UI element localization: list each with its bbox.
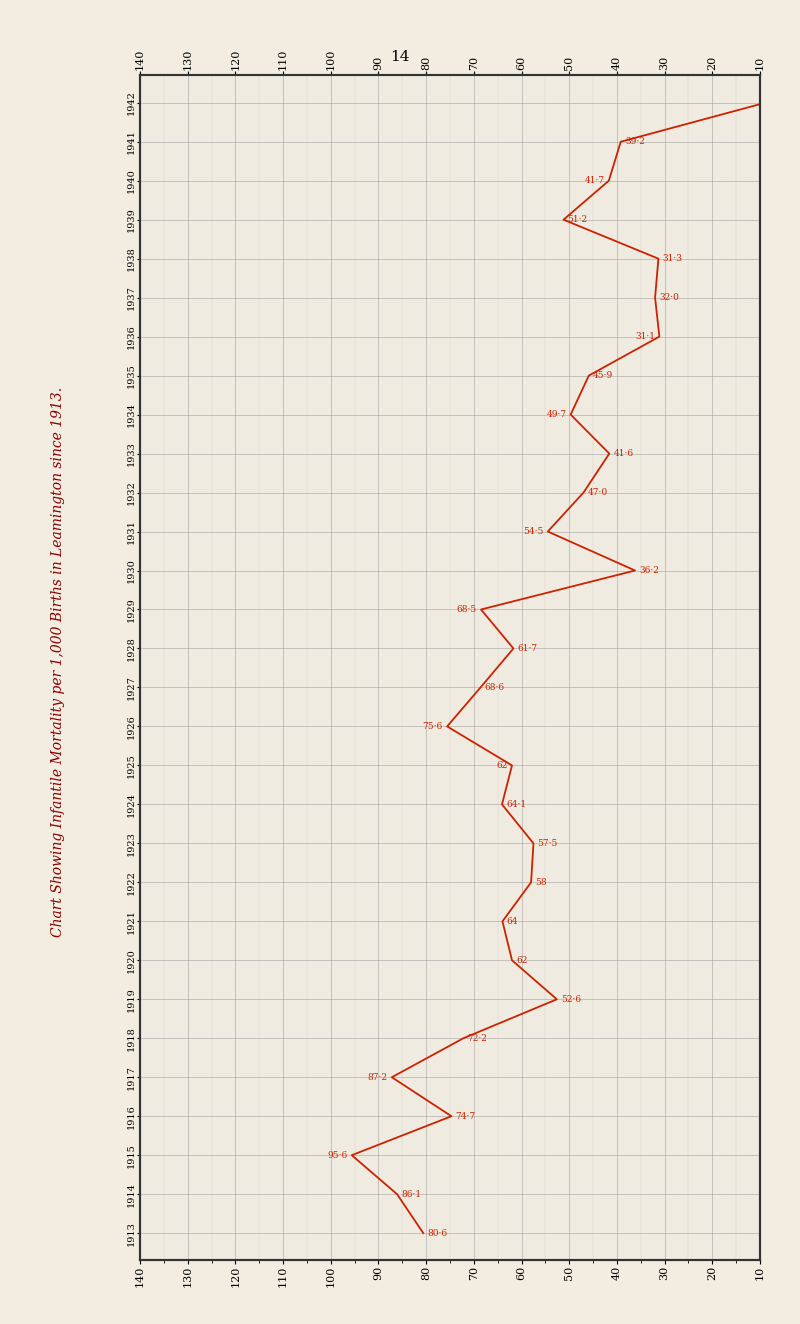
Text: 51·2: 51·2 — [568, 216, 588, 224]
Text: 64·1: 64·1 — [506, 800, 526, 809]
Text: 31·1: 31·1 — [635, 332, 655, 342]
Text: 47·0: 47·0 — [588, 489, 608, 496]
Text: 32·0: 32·0 — [659, 293, 679, 302]
Text: 68·6: 68·6 — [485, 683, 505, 692]
Text: 52·6: 52·6 — [561, 994, 581, 1004]
Text: 41·6: 41·6 — [614, 449, 634, 458]
Text: 95·6: 95·6 — [327, 1151, 347, 1160]
Text: 54·5: 54·5 — [523, 527, 544, 536]
Text: 31·3: 31·3 — [662, 254, 682, 263]
Text: 14: 14 — [390, 50, 410, 65]
Text: 58: 58 — [535, 878, 547, 887]
Text: 87·2: 87·2 — [368, 1072, 388, 1082]
Text: 86·1: 86·1 — [402, 1190, 422, 1198]
Text: 41·7: 41·7 — [585, 176, 605, 185]
Text: 64: 64 — [506, 916, 518, 925]
Text: 62: 62 — [497, 761, 508, 771]
Text: 72·2: 72·2 — [467, 1034, 487, 1043]
Text: 62: 62 — [516, 956, 527, 965]
Text: Chart Showing Infantile Mortality per 1,000 Births in Leamington since 1913.: Chart Showing Infantile Mortality per 1,… — [50, 387, 65, 937]
Text: 74·7: 74·7 — [455, 1112, 476, 1120]
Text: 80·6: 80·6 — [427, 1229, 447, 1238]
Text: 57·5: 57·5 — [538, 839, 558, 847]
Text: 39·2: 39·2 — [625, 138, 645, 146]
Text: 49·7: 49·7 — [546, 410, 566, 420]
Text: 36·2: 36·2 — [639, 565, 659, 575]
Text: 61·7: 61·7 — [518, 643, 538, 653]
Text: 45·9: 45·9 — [593, 371, 614, 380]
Text: 68·5: 68·5 — [457, 605, 477, 614]
Text: 75·6: 75·6 — [422, 722, 443, 731]
